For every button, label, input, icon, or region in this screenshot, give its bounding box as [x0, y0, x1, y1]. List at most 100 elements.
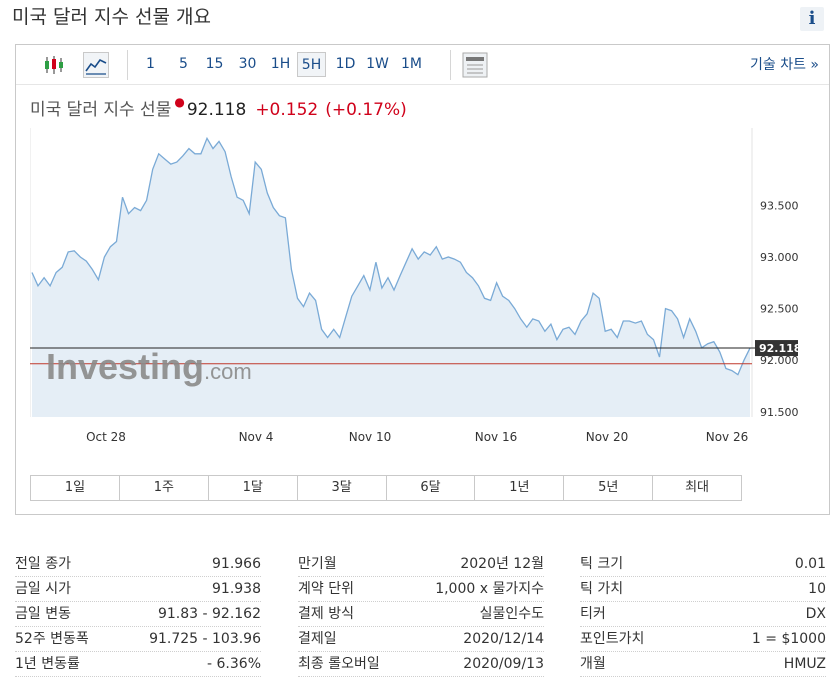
- y-tick-label: 92.000: [760, 354, 799, 367]
- live-indicator-icon: ●: [174, 95, 185, 109]
- stat-label: 만기월: [298, 556, 337, 572]
- stat-row: 계약 단위 1,000 x 물가지수: [298, 577, 544, 602]
- stats-column-1: 전일 종가 91.966 금일 시가 91.938 금일 변동 91.83 - 92.16…: [15, 552, 261, 677]
- timeframe-5[interactable]: 5: [179, 56, 188, 72]
- range-button-4[interactable]: 6달: [387, 476, 476, 500]
- toolbar-divider: [127, 50, 128, 80]
- timeframe-1m[interactable]: 1M: [401, 56, 422, 72]
- timeframe-1h[interactable]: 1H: [270, 56, 291, 72]
- quote-header: 미국 달러 지수 선물 ● 92.118 +0.152 (+0.17%): [30, 95, 407, 120]
- stat-label: 결제 방식: [298, 606, 354, 622]
- y-tick-label: 93.500: [760, 199, 799, 212]
- stat-value: 2020/12/14: [463, 631, 544, 647]
- stat-value: 0.01: [794, 556, 826, 572]
- stat-label: 52주 변동폭: [15, 631, 89, 647]
- stat-row: 개월 HMUZ: [580, 652, 826, 677]
- info-icon[interactable]: i: [800, 7, 824, 31]
- stat-row: 티커 DX: [580, 602, 826, 627]
- range-selector: 1일 1주 1달 3달 6달 1년 5년 최대: [30, 475, 742, 501]
- stat-label: 1년 변동률: [15, 656, 80, 672]
- stat-label: 틱 크기: [580, 556, 624, 572]
- y-tick-label: 93.000: [760, 251, 799, 264]
- stat-label: 금일 변동: [15, 606, 71, 622]
- stat-row: 결제 방식 실물인수도: [298, 602, 544, 627]
- timeframe-5h[interactable]: 5H: [297, 52, 326, 77]
- instrument-name: 미국 달러 지수 선물: [30, 100, 172, 120]
- y-tick-label: 91.500: [760, 406, 799, 419]
- stat-value: 2020년 12월: [460, 556, 544, 572]
- range-button-5[interactable]: 1년: [475, 476, 565, 500]
- watermark-brand: Investing: [46, 346, 204, 387]
- stat-row: 만기월 2020년 12월: [298, 552, 544, 577]
- stat-label: 포인트가치: [580, 631, 645, 647]
- x-tick-label: Nov 16: [475, 430, 518, 444]
- chart-toolbar: 1 5 15 30 1H 5H 1D 1W 1M 기술 차트 »: [16, 45, 829, 85]
- stat-row: 전일 종가 91.966: [15, 552, 261, 577]
- price-change-pct: (+0.17%): [325, 100, 407, 120]
- timeframe-1d[interactable]: 1D: [335, 56, 356, 72]
- stat-row: 포인트가치 1 = $1000: [580, 627, 826, 652]
- stat-row: 틱 가치 10: [580, 577, 826, 602]
- stat-value: - 6.36%: [207, 656, 261, 672]
- x-tick-label: Nov 26: [706, 430, 749, 444]
- toolbar-divider: [450, 50, 451, 80]
- stat-value: 실물인수도: [479, 606, 544, 622]
- x-tick-label: Nov 4: [239, 430, 274, 444]
- last-price-tag: [755, 340, 798, 357]
- timeframe-1[interactable]: 1: [146, 56, 155, 72]
- price-chart[interactable]: Investing .com 93.500 93.000 92.500 92.000 91.…: [30, 128, 830, 468]
- stat-row: 틱 크기 0.01: [580, 552, 826, 577]
- stat-value: 10: [808, 581, 826, 597]
- stat-value: 91.725 - 103.96: [149, 631, 261, 647]
- range-button-7[interactable]: 최대: [685, 480, 710, 495]
- series-area: [32, 138, 750, 418]
- last-price: 92.118: [186, 100, 247, 120]
- stat-value: 91.938: [212, 581, 261, 597]
- range-button-2[interactable]: 1달: [209, 476, 298, 500]
- stat-label: 전일 종가: [15, 556, 71, 572]
- x-tick-label: Oct 28: [86, 430, 126, 444]
- price-change: +0.152: [255, 100, 319, 120]
- y-tick-label: 92.500: [760, 303, 799, 316]
- stat-label: 틱 가치: [580, 581, 624, 597]
- last-price-tag-label: 92.118: [759, 342, 801, 355]
- range-button-1[interactable]: 1주: [120, 476, 209, 500]
- stat-label: 결제일: [298, 631, 337, 647]
- range-button-0[interactable]: 1일: [31, 476, 120, 500]
- tech-chart-icon[interactable]: [462, 52, 488, 78]
- stat-row: 금일 시가 91.938: [15, 577, 261, 602]
- stat-value: DX: [805, 606, 826, 622]
- watermark-suffix: .com: [204, 359, 252, 384]
- stat-row: 결제일 2020/12/14: [298, 627, 544, 652]
- stat-label: 최종 롤오버일: [298, 656, 380, 672]
- range-button-3[interactable]: 3달: [298, 476, 387, 500]
- stat-label: 개월: [580, 656, 606, 672]
- stat-value: HMUZ: [783, 656, 826, 672]
- timeframe-15[interactable]: 15: [205, 56, 224, 72]
- range-button-6[interactable]: 5년: [564, 476, 654, 500]
- area-chart-icon[interactable]: [83, 52, 109, 78]
- timeframe-1w[interactable]: 1W: [366, 56, 389, 72]
- chart-widget: 1 5 15 30 1H 5H 1D 1W 1M 기술 차트 » 미국 달러 지수 선물 ● 92.…: [15, 44, 830, 515]
- stat-value: 1 = $1000: [751, 631, 826, 647]
- x-tick-label: Nov 10: [349, 430, 392, 444]
- stat-label: 계약 단위: [298, 581, 354, 597]
- stats-column-3: 틱 크기 0.01 틱 가치 10 티커 DX 포인트가치 1 = $1000 개월 HMUZ: [580, 552, 826, 677]
- candlestick-icon[interactable]: [42, 53, 66, 77]
- x-tick-label: Nov 20: [586, 430, 629, 444]
- stat-row: 1년 변동률 - 6.36%: [15, 652, 261, 677]
- page-title: 미국 달러 지수 선물 개요: [12, 6, 211, 28]
- stat-label: 티커: [580, 606, 606, 622]
- stat-value: 1,000 x 물가지수: [435, 581, 544, 597]
- stat-row: 최종 롤오버일 2020/09/13: [298, 652, 544, 677]
- stat-value: 91.966: [212, 556, 261, 572]
- stat-row: 금일 변동 91.83 - 92.162: [15, 602, 261, 627]
- stat-value: 2020/09/13: [463, 656, 544, 672]
- stat-row: 52주 변동폭 91.725 - 103.96: [15, 627, 261, 652]
- stat-value: 91.83 - 92.162: [157, 606, 261, 622]
- series-line: [31, 136, 751, 376]
- timeframe-30[interactable]: 30: [238, 56, 257, 72]
- stats-column-2: 만기월 2020년 12월 계약 단위 1,000 x 물가지수 결제 방식 실물인수도 결…: [298, 552, 544, 677]
- stat-label: 금일 시가: [15, 581, 71, 597]
- tech-chart-link[interactable]: 기술 차트 »: [750, 57, 819, 73]
